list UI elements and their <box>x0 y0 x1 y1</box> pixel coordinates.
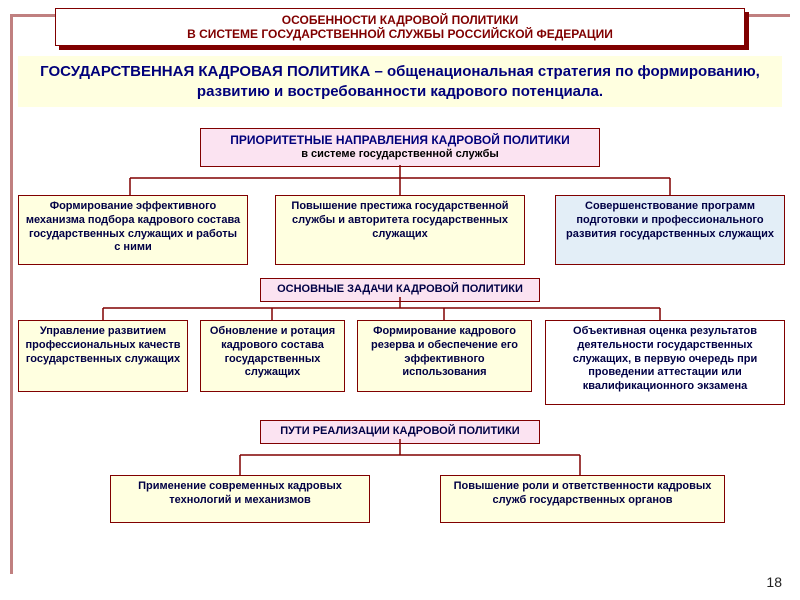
task-text-3: Формирование кадрового резерва и обеспеч… <box>371 325 518 378</box>
task-text-4: Объективная оценка результатов деятельно… <box>573 325 758 392</box>
header-line2: В СИСТЕМЕ ГОСУДАРСТВЕННОЙ СЛУЖБЫ РОССИЙС… <box>60 27 740 41</box>
page-left-border <box>10 14 13 574</box>
direction-box-2: Повышение престижа государственной служб… <box>275 195 525 265</box>
tasks-heading-box: ОСНОВНЫЕ ЗАДАЧИ КАДРОВОЙ ПОЛИТИКИ <box>260 278 540 302</box>
slide-number: 18 <box>766 574 782 590</box>
task-box-2: Обновление и ротация кадрового состава г… <box>200 320 345 392</box>
path-box-2: Повышение роли и ответственности кадровы… <box>440 475 725 523</box>
header-box: ОСОБЕННОСТИ КАДРОВОЙ ПОЛИТИКИ В СИСТЕМЕ … <box>55 8 745 46</box>
path-text-2: Повышение роли и ответственности кадровы… <box>454 480 712 506</box>
paths-heading-text: ПУТИ РЕАЛИЗАЦИИ КАДРОВОЙ ПОЛИТИКИ <box>280 425 519 437</box>
direction-box-3: Совершенствование программ подготовки и … <box>555 195 785 265</box>
direction-text-1: Формирование эффективного механизма подб… <box>26 200 240 253</box>
direction-box-1: Формирование эффективного механизма подб… <box>18 195 248 265</box>
path-box-1: Применение современных кадровых технолог… <box>110 475 370 523</box>
header-line1: ОСОБЕННОСТИ КАДРОВОЙ ПОЛИТИКИ <box>60 13 740 27</box>
tasks-heading-text: ОСНОВНЫЕ ЗАДАЧИ КАДРОВОЙ ПОЛИТИКИ <box>277 283 523 295</box>
priority-sub: в системе государственной службы <box>207 148 593 162</box>
task-text-1: Управление развитием профессиональных ка… <box>26 325 181 365</box>
paths-heading-box: ПУТИ РЕАЛИЗАЦИИ КАДРОВОЙ ПОЛИТИКИ <box>260 420 540 444</box>
priority-heading: ПРИОРИТЕТНЫЕ НАПРАВЛЕНИЯ КАДРОВОЙ ПОЛИТИ… <box>207 133 593 148</box>
task-box-4: Объективная оценка результатов деятельно… <box>545 320 785 405</box>
task-box-3: Формирование кадрового резерва и обеспеч… <box>357 320 532 392</box>
task-box-1: Управление развитием профессиональных ка… <box>18 320 188 392</box>
path-text-1: Применение современных кадровых технолог… <box>138 480 342 506</box>
direction-text-3: Совершенствование программ подготовки и … <box>566 200 774 240</box>
definition-box: ГОСУДАРСТВЕННАЯ КАДРОВАЯ ПОЛИТИКА – обще… <box>18 56 782 107</box>
definition-text: ГОСУДАРСТВЕННАЯ КАДРОВАЯ ПОЛИТИКА – обще… <box>24 62 776 101</box>
direction-text-2: Повышение престижа государственной служб… <box>291 200 508 240</box>
priority-box: ПРИОРИТЕТНЫЕ НАПРАВЛЕНИЯ КАДРОВОЙ ПОЛИТИ… <box>200 128 600 167</box>
task-text-2: Обновление и ротация кадрового состава г… <box>210 325 335 378</box>
